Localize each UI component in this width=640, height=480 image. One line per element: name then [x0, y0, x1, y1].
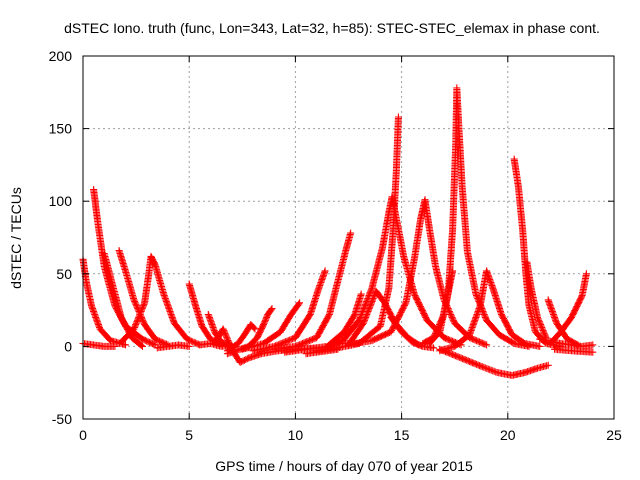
y-tick-label: 200: [49, 48, 73, 64]
plus-marker-trace: [153, 341, 193, 352]
data-series: [387, 313, 437, 352]
x-tick-label: 5: [185, 427, 193, 443]
x-tick-label: 15: [394, 427, 410, 443]
plus-marker-trace: [334, 196, 491, 349]
axis-ticks: [82, 55, 615, 420]
plus-marker-trace: [425, 84, 533, 350]
data-series: [153, 341, 193, 352]
data-series: [249, 267, 329, 355]
plus-marker-trace: [551, 345, 597, 356]
plus-marker-trace: [323, 193, 465, 352]
y-axis-label: dSTEC / TECUs: [8, 187, 24, 289]
plus-marker-trace: [185, 280, 225, 349]
plus-marker-trace: [387, 313, 437, 352]
x-tick-label: 20: [500, 427, 516, 443]
y-tick-label: -50: [52, 411, 72, 427]
tick-labels: 0 5 10 15 20 25 -50 0 50 100 150 200: [49, 48, 622, 443]
data-series: [334, 196, 491, 349]
plus-marker-trace: [249, 267, 329, 355]
plot-frame: [82, 55, 615, 420]
plus-marker-trace: [536, 335, 597, 350]
x-axis-label: GPS time / hours of day 070 of year 2015: [215, 458, 473, 474]
data-markers: [79, 84, 597, 379]
plus-marker-trace: [270, 229, 355, 353]
data-series: [536, 335, 597, 350]
data-series: [425, 84, 533, 350]
x-tick-label: 25: [606, 427, 622, 443]
data-series: [436, 345, 552, 379]
plus-marker-trace: [117, 252, 204, 349]
plus-marker-trace: [523, 258, 550, 342]
y-tick-label: 100: [49, 193, 73, 209]
chart-title: dSTEC Iono. truth (func, Lon=343, Lat=32…: [64, 20, 600, 36]
y-tick-label: 0: [64, 338, 72, 354]
plus-marker-trace: [436, 345, 552, 379]
data-series: [323, 193, 465, 352]
plus-marker-trace: [238, 299, 304, 353]
y-tick-label: 150: [49, 121, 73, 137]
data-series: [117, 252, 204, 349]
x-tick-label: 10: [288, 427, 304, 443]
data-series: [551, 345, 597, 356]
data-series: [270, 229, 355, 353]
x-tick-label: 0: [79, 427, 87, 443]
data-series: [185, 280, 225, 349]
data-series: [238, 299, 304, 353]
y-tick-label: 50: [56, 266, 72, 282]
data-series: [523, 258, 550, 342]
